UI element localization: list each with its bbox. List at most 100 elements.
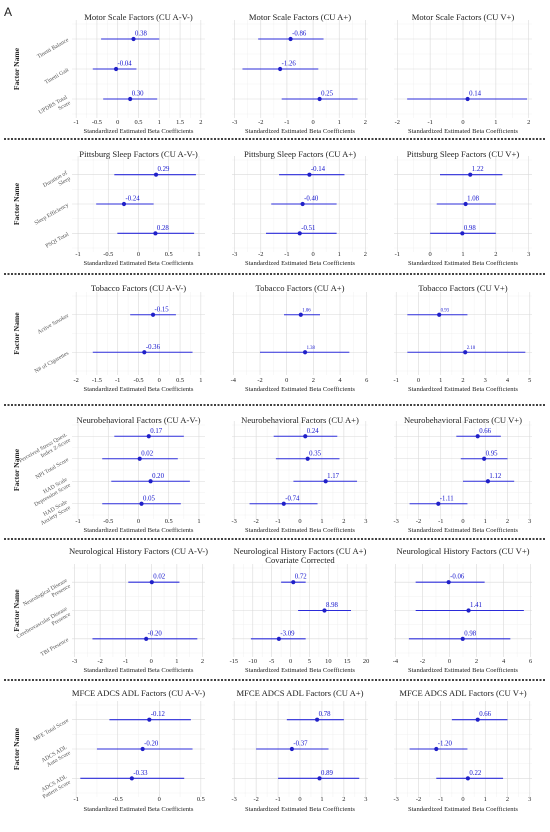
x-tick-label: -1	[75, 518, 80, 525]
x-tick-label: 1	[197, 251, 200, 258]
estimate-label: -0.86	[292, 31, 307, 38]
factor-name: MFE Total Score	[33, 718, 71, 743]
estimate-point	[317, 776, 322, 781]
x-tick-label: 10	[325, 658, 331, 665]
forest-panel: MFCE ADCS ADL Factors (CU A-V-) -1 -0.5 0 0.…	[12, 688, 205, 813]
x-tick-label: -3	[394, 796, 399, 803]
x-tick-label: 2	[506, 796, 509, 803]
x-tick-label: 3	[484, 377, 487, 384]
x-tick-label: 3	[527, 251, 530, 258]
x-tick-label: -2	[258, 119, 263, 126]
chart-title: Motor Scale Factors (CU A-V-)	[84, 12, 193, 22]
forest-panel: Tobacco Factors (CU A-V-) -2 -1.5 -1 -0.5 0 0.…	[12, 283, 205, 393]
x-tick-label: -1	[73, 796, 78, 803]
estimate-label: 0.17	[150, 428, 162, 435]
estimate-label: 0.38	[135, 31, 147, 38]
x-tick-label: -1	[394, 377, 399, 384]
x-tick-label: 0	[150, 658, 153, 665]
estimate-point	[485, 479, 491, 484]
x-tick-label: -3	[394, 518, 399, 525]
panel-label: A	[4, 5, 12, 19]
forest-panel: MFCE ADCS ADL Factors (CU V+) -3 -2 -1 0 1 2 3 S…	[394, 688, 532, 813]
estimate-label: -0.15	[155, 306, 170, 313]
factor-name: Active Smoker	[37, 313, 70, 336]
x-tick-label: 0.5	[135, 119, 143, 126]
x-tick-label: -3	[232, 518, 237, 525]
estimate-label: -0.06	[450, 574, 465, 581]
x-axis-title: Standardized Estimated Beta Coefficients	[408, 527, 518, 534]
estimate-label: 0.14	[469, 91, 481, 98]
x-tick-label: 20	[363, 658, 369, 665]
estimate-point	[147, 717, 152, 722]
x-axis-title: Standardized Estimated Beta Coefficients	[84, 260, 194, 267]
estimate-point	[289, 746, 294, 752]
x-tick-label: 0	[429, 251, 432, 258]
estimate-point	[466, 608, 471, 613]
estimate-label: -0.20	[148, 630, 163, 637]
x-tick-label: 3	[528, 796, 531, 803]
factor-name: Sleep Efficiency	[33, 201, 70, 226]
factor-name: Tinetti Gait	[44, 67, 70, 86]
x-tick-label: -3	[232, 796, 237, 803]
estimate-point	[288, 36, 293, 42]
estimate-point	[121, 201, 127, 207]
x-tick-label: 0	[311, 119, 314, 126]
x-tick-label: 0	[289, 658, 292, 665]
chart-title: Covariate Corrected	[265, 555, 335, 565]
x-axis-title: Standardized Estimated Beta Coefficients	[408, 386, 518, 393]
x-tick-label: 0	[298, 518, 301, 525]
estimate-point	[317, 96, 322, 102]
x-axis-title: Standardized Estimated Beta Coefficients	[408, 806, 518, 813]
x-tick-label: 0	[461, 796, 464, 803]
estimate-label: -0.20	[144, 741, 159, 748]
estimate-label: 0.66	[479, 428, 491, 435]
estimate-point	[463, 350, 468, 355]
estimate-point	[468, 172, 473, 177]
estimate-point	[302, 350, 308, 355]
x-tick-label: -2	[416, 518, 421, 525]
x-tick-label: -1	[75, 251, 80, 258]
estimate-point	[300, 201, 305, 207]
forest-panel: Pittsburg Sleep Factors (CU A+) -3 -2 -1 0 1 2…	[232, 149, 368, 267]
estimate-point	[149, 580, 154, 585]
forest-panel: Neurological History Factors (CU A+)Cova…	[230, 546, 370, 674]
forest-panel: Neurological History Factors (CU A-V-) -3…	[12, 546, 208, 674]
estimate-label: 0.35	[309, 450, 321, 457]
x-tick-label: 2	[461, 377, 464, 384]
x-tick-label: 2	[506, 518, 509, 525]
estimate-label: 0.98	[464, 630, 476, 637]
factor-name: N# of Cigarettes	[33, 349, 70, 375]
x-tick-label: 1	[484, 518, 487, 525]
x-tick-label: -1	[275, 518, 280, 525]
x-tick-label: -1	[438, 518, 443, 525]
x-tick-label: 1	[158, 119, 161, 126]
x-tick-label: 2	[494, 251, 497, 258]
forest-panel: Motor Scale Factors (CU V+) -2 -1 0 1 2 Standa…	[394, 12, 532, 135]
chart-title: Motor Scale Factors (CU V+)	[412, 12, 515, 22]
x-tick-label: 1	[338, 251, 341, 258]
estimate-point	[460, 231, 465, 236]
forest-panel: Neurological History Factors (CU V+) -4 -2…	[393, 546, 533, 674]
forest-panel: Neurobehavioral Factors (CU A-V-) -1 -0.5 0…	[12, 415, 205, 534]
forest-panel: Tobacco Factors (CU A+) -4 -2 0 2 4 6 Standardi…	[231, 283, 369, 393]
x-tick-label: -3	[232, 119, 237, 126]
x-tick-label: 1	[494, 119, 497, 126]
x-axis-title: Standardized Estimated Beta Coefficients	[408, 128, 518, 135]
chart-title: Tobacco Factors (CU V+)	[418, 283, 507, 293]
x-tick-label: 1	[484, 796, 487, 803]
chart-title: Pittsburg Sleep Factors (CU V+)	[407, 149, 520, 159]
x-tick-label: 2	[527, 119, 530, 126]
estimate-point	[113, 66, 119, 72]
chart-title: Neurobehavioral Factors (CU A-V-)	[76, 415, 200, 425]
estimate-label: -0.36	[146, 344, 161, 351]
estimate-point	[298, 312, 303, 317]
estimate-point	[437, 312, 442, 317]
x-tick-label: 15	[344, 658, 350, 665]
x-tick-label: 0	[137, 251, 140, 258]
x-tick-label: 2	[312, 377, 315, 384]
x-tick-label: 1	[461, 251, 464, 258]
chart-title: Neurobehavioral Factors (CU V+)	[404, 415, 522, 425]
estimate-point	[322, 608, 327, 613]
estimate-label: 1.06	[302, 308, 311, 313]
y-axis-title: Factor Name	[12, 727, 21, 770]
